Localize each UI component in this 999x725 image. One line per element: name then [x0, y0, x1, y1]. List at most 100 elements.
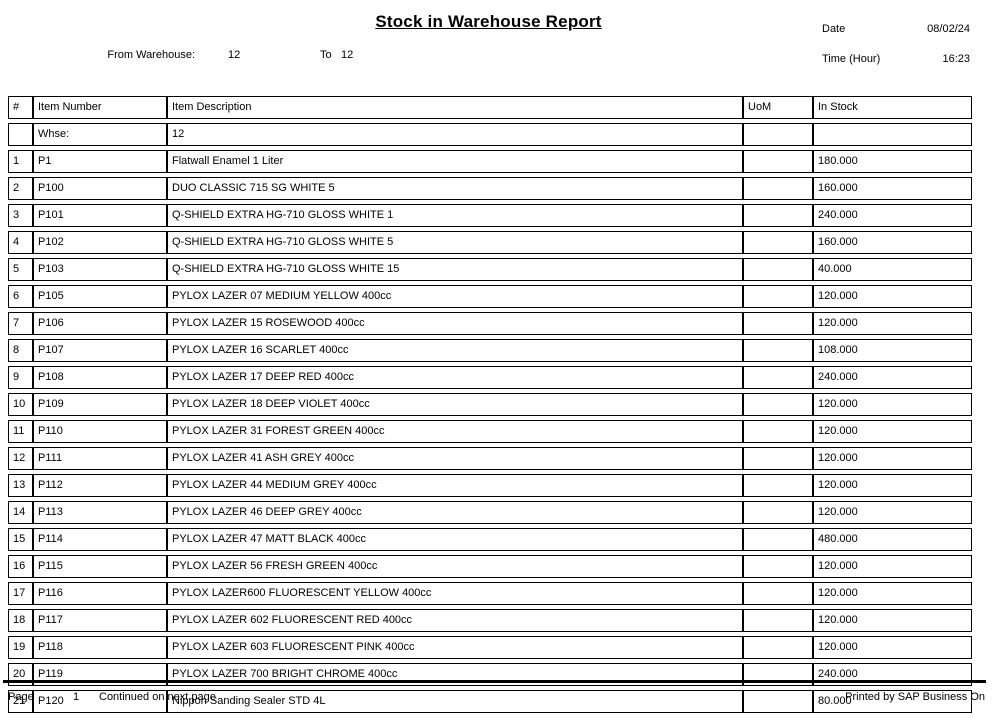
- in-stock-cell: 120.000: [813, 447, 972, 470]
- uom-cell: [743, 420, 813, 443]
- column-header-num: #: [8, 96, 33, 119]
- footer-divider: [3, 680, 986, 683]
- item-number-cell: P101: [33, 204, 167, 227]
- in-stock-cell: 120.000: [813, 420, 972, 443]
- date-label: Date: [822, 23, 846, 35]
- warehouse-group-label: Whse:: [33, 123, 167, 146]
- table-row: 14 P113 PYLOX LAZER 46 DEEP GREY 400cc 1…: [8, 501, 972, 524]
- in-stock-cell: 40.000: [813, 258, 972, 281]
- row-number-cell: 12: [8, 447, 33, 470]
- item-description-cell: PYLOX LAZER 18 DEEP VIOLET 400cc: [167, 393, 743, 416]
- row-number-cell: 14: [8, 501, 33, 524]
- table-row: 19 P118 PYLOX LAZER 603 FLUORESCENT PINK…: [8, 636, 972, 659]
- uom-cell: [743, 285, 813, 308]
- table-row: 15 P114 PYLOX LAZER 47 MATT BLACK 400cc …: [8, 528, 972, 551]
- time-row: Time (Hour) 16:23: [822, 53, 970, 67]
- column-header-in-stock: In Stock: [813, 96, 972, 119]
- item-description-cell: PYLOX LAZER 31 FOREST GREEN 400cc: [167, 420, 743, 443]
- row-number-cell: 18: [8, 609, 33, 632]
- item-number-cell: P114: [33, 528, 167, 551]
- warehouse-group-row: Whse: 12: [8, 123, 972, 146]
- item-description-cell: PYLOX LAZER 41 ASH GREY 400cc: [167, 447, 743, 470]
- uom-cell: [743, 609, 813, 632]
- row-number-cell: 8: [8, 339, 33, 362]
- row-number-cell: 9: [8, 366, 33, 389]
- table-row: 13 P112 PYLOX LAZER 44 MEDIUM GREY 400cc…: [8, 474, 972, 497]
- uom-cell: [743, 555, 813, 578]
- row-number-cell: 7: [8, 312, 33, 335]
- uom-cell: [743, 150, 813, 173]
- item-number-cell: P111: [33, 447, 167, 470]
- uom-cell: [743, 177, 813, 200]
- row-number-cell: 15: [8, 528, 33, 551]
- item-number-cell: P102: [33, 231, 167, 254]
- table-row: 17 P116 PYLOX LAZER600 FLUORESCENT YELLO…: [8, 582, 972, 605]
- in-stock-cell: 120.000: [813, 393, 972, 416]
- page-label: Page: [8, 691, 34, 703]
- item-description-cell: PYLOX LAZER 17 DEEP RED 400cc: [167, 366, 743, 389]
- item-number-cell: P108: [33, 366, 167, 389]
- group-num-cell: [8, 123, 33, 146]
- uom-cell: [743, 204, 813, 227]
- item-description-cell: PYLOX LAZER 44 MEDIUM GREY 400cc: [167, 474, 743, 497]
- item-description-cell: PYLOX LAZER 603 FLUORESCENT PINK 400cc: [167, 636, 743, 659]
- page-title: Stock in Warehouse Report: [375, 12, 602, 31]
- in-stock-cell: 120.000: [813, 636, 972, 659]
- continued-text: Continued on next page: [99, 691, 216, 703]
- item-description-cell: Q-SHIELD EXTRA HG-710 GLOSS WHITE 15: [167, 258, 743, 281]
- row-number-cell: 17: [8, 582, 33, 605]
- in-stock-cell: 120.000: [813, 609, 972, 632]
- from-warehouse-label: From Warehouse:: [107, 49, 195, 61]
- in-stock-cell: 160.000: [813, 231, 972, 254]
- uom-cell: [743, 393, 813, 416]
- uom-cell: [743, 447, 813, 470]
- table-row: 3 P101 Q-SHIELD EXTRA HG-710 GLOSS WHITE…: [8, 204, 972, 227]
- in-stock-cell: 120.000: [813, 582, 972, 605]
- item-description-cell: Q-SHIELD EXTRA HG-710 GLOSS WHITE 5: [167, 231, 743, 254]
- time-value: 16:23: [942, 53, 970, 65]
- in-stock-cell: 180.000: [813, 150, 972, 173]
- item-description-cell: PYLOX LAZER 46 DEEP GREY 400cc: [167, 501, 743, 524]
- column-header-item-number: Item Number: [33, 96, 167, 119]
- item-number-cell: P115: [33, 555, 167, 578]
- uom-cell: [743, 501, 813, 524]
- uom-cell: [743, 474, 813, 497]
- item-description-cell: Flatwall Enamel 1 Liter: [167, 150, 743, 173]
- row-number-cell: 19: [8, 636, 33, 659]
- in-stock-cell: 160.000: [813, 177, 972, 200]
- table-row: 21 P120 Nippon Sanding Sealer STD 4L 80.…: [8, 690, 972, 713]
- item-number-cell: P120: [33, 690, 167, 713]
- row-number-cell: 11: [8, 420, 33, 443]
- column-header-uom: UoM: [743, 96, 813, 119]
- in-stock-cell: 240.000: [813, 663, 972, 686]
- in-stock-cell: 480.000: [813, 528, 972, 551]
- item-description-cell: PYLOX LAZER 07 MEDIUM YELLOW 400cc: [167, 285, 743, 308]
- item-description-cell: PYLOX LAZER 56 FRESH GREEN 400cc: [167, 555, 743, 578]
- item-number-cell: P107: [33, 339, 167, 362]
- row-number-cell: 21: [8, 690, 33, 713]
- date-row: Date 08/02/24: [822, 23, 970, 37]
- row-number-cell: 16: [8, 555, 33, 578]
- row-number-cell: 1: [8, 150, 33, 173]
- warehouse-group-value: 12: [167, 123, 743, 146]
- item-description-cell: DUO CLASSIC 715 SG WHITE 5: [167, 177, 743, 200]
- group-stock-cell: [813, 123, 972, 146]
- item-number-cell: P106: [33, 312, 167, 335]
- item-number-cell: P105: [33, 285, 167, 308]
- item-number-cell: P118: [33, 636, 167, 659]
- page-number: 1: [73, 691, 80, 703]
- time-label: Time (Hour): [822, 53, 881, 65]
- column-header-description: Item Description: [167, 96, 743, 119]
- item-number-cell: P116: [33, 582, 167, 605]
- table-row: 10 P109 PYLOX LAZER 18 DEEP VIOLET 400cc…: [8, 393, 972, 416]
- uom-cell: [743, 312, 813, 335]
- table-header-row: # Item Number Item Description UoM In St…: [8, 96, 972, 119]
- in-stock-cell: 80.000: [813, 690, 972, 713]
- item-number-cell: P103: [33, 258, 167, 281]
- in-stock-cell: 240.000: [813, 204, 972, 227]
- row-number-cell: 6: [8, 285, 33, 308]
- item-number-cell: P113: [33, 501, 167, 524]
- item-description-cell: Nippon Sanding Sealer STD 4L: [167, 690, 743, 713]
- row-number-cell: 4: [8, 231, 33, 254]
- to-warehouse-value: 12: [341, 49, 354, 61]
